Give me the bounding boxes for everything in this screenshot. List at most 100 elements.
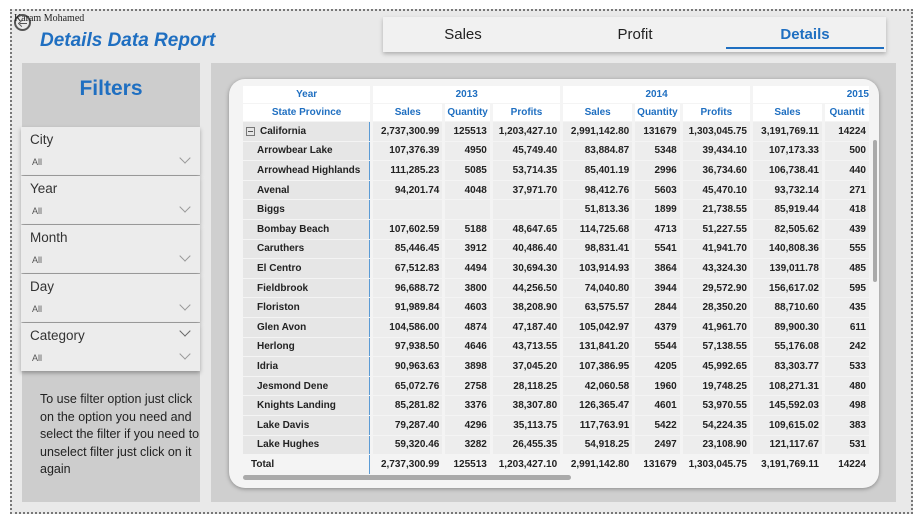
cell-value: 107,386.95: [563, 357, 633, 376]
cell-value: 3,191,769.11: [753, 122, 822, 141]
collapse-icon[interactable]: [246, 126, 255, 136]
column-header-quantity[interactable]: Quantity: [445, 104, 490, 121]
row-label[interactable]: Total: [243, 455, 371, 474]
cell-value: 37,971.70: [492, 180, 561, 200]
cell-value: 2996: [635, 161, 680, 180]
row-label[interactable]: Jesmond Dene: [243, 376, 371, 396]
cell-value: 54,918.25: [563, 435, 633, 455]
chevron-down-icon[interactable]: [179, 299, 191, 311]
slicer-label: Category: [30, 328, 85, 343]
cell-value: 21,738.55: [682, 200, 750, 219]
cell-value: 4494: [445, 259, 490, 278]
back-arrow-icon[interactable]: [14, 14, 31, 31]
horizontal-scrollbar[interactable]: [243, 475, 571, 480]
row-name: Knights Landing: [257, 400, 336, 412]
column-header-sales[interactable]: Sales: [373, 104, 443, 121]
row-label[interactable]: Lake Hughes: [243, 435, 371, 455]
row-header-state-province[interactable]: State Province: [243, 104, 371, 121]
cell-value: 103,914.93: [563, 259, 633, 278]
chevron-down-icon[interactable]: [179, 201, 191, 213]
cell-value: 19,748.25: [682, 376, 750, 396]
column-header-quantit[interactable]: Quantit: [825, 104, 869, 121]
column-header-profits[interactable]: Profits: [492, 104, 561, 121]
cell-value: 107,173.33: [753, 141, 822, 161]
column-header-quantity[interactable]: Quantity: [635, 104, 680, 121]
tab-sales[interactable]: Sales: [444, 26, 482, 43]
chevron-down-icon[interactable]: [179, 348, 191, 360]
row-label[interactable]: Arrowhead Highlands: [243, 161, 371, 180]
slicer-value[interactable]: All: [32, 353, 43, 363]
table-row: Herlong 97,938.50 4646 43,713.55 131,841.20 5…: [243, 337, 869, 357]
cell-value: 533: [825, 357, 869, 376]
cell-value: 4646: [445, 337, 490, 357]
slicer-city[interactable]: City All: [21, 127, 200, 175]
row-label[interactable]: Idria: [243, 357, 371, 376]
slicer-category[interactable]: Category All: [21, 323, 200, 371]
table-row: Knights Landing 85,281.82 3376 38,307.80 126…: [243, 396, 869, 415]
row-label[interactable]: Fieldbrook: [243, 278, 371, 298]
cell-value: 45,470.10: [682, 180, 750, 200]
cell-value: 3898: [445, 357, 490, 376]
row-name: Bombay Beach: [257, 223, 330, 235]
row-label[interactable]: California: [243, 122, 371, 141]
cell-value: 79,287.40: [373, 415, 443, 435]
cell-value: 107,602.59: [373, 219, 443, 239]
cell-value: 28,350.20: [682, 298, 750, 317]
cell-value: 5422: [635, 415, 680, 435]
chevron-down-icon[interactable]: [179, 325, 191, 337]
row-name: Herlong: [257, 341, 295, 353]
row-label[interactable]: Arrowbear Lake: [243, 141, 371, 161]
chevron-down-icon[interactable]: [179, 152, 191, 164]
slicer-day[interactable]: Day All: [21, 274, 200, 322]
cell-value: 1960: [635, 376, 680, 396]
page-title: Details Data Report: [40, 30, 216, 51]
cell-value: 3282: [445, 435, 490, 455]
slicer-month[interactable]: Month All: [21, 225, 200, 273]
cell-value: 82,505.62: [753, 219, 822, 239]
cell-value: 3376: [445, 396, 490, 415]
cell-value: 126,365.47: [563, 396, 633, 415]
row-label[interactable]: Bombay Beach: [243, 219, 371, 239]
cell-value: 74,040.80: [563, 278, 633, 298]
cell-value: 3800: [445, 278, 490, 298]
row-label[interactable]: El Centro: [243, 259, 371, 278]
row-label[interactable]: Knights Landing: [243, 396, 371, 415]
tab-details[interactable]: Details: [780, 26, 830, 43]
slicer-label: Day: [30, 279, 55, 294]
cell-value: 439: [825, 219, 869, 239]
cell-value: 121,117.67: [753, 435, 822, 455]
column-header-sales[interactable]: Sales: [753, 104, 822, 121]
vertical-scrollbar[interactable]: [873, 140, 877, 282]
row-label[interactable]: Biggs: [243, 200, 371, 219]
table-row: Bombay Beach 107,602.59 5188 48,647.65 114,7…: [243, 219, 869, 239]
cell-value: 30,694.30: [492, 259, 561, 278]
cell-value: 108,271.31: [753, 376, 822, 396]
slicer-year[interactable]: Year All: [21, 176, 200, 224]
row-name: Avenal: [257, 184, 290, 196]
cell-value: 85,446.45: [373, 239, 443, 259]
cell-value: 36,734.60: [682, 161, 750, 180]
slicer-value[interactable]: All: [32, 304, 43, 314]
slicer-value[interactable]: All: [32, 255, 43, 265]
row-label[interactable]: Herlong: [243, 337, 371, 357]
row-label[interactable]: Lake Davis: [243, 415, 371, 435]
column-header-sales[interactable]: Sales: [563, 104, 633, 121]
slicer-value[interactable]: All: [32, 206, 43, 216]
chevron-down-icon[interactable]: [179, 250, 191, 262]
cell-value: 4874: [445, 317, 490, 337]
row-label[interactable]: Avenal: [243, 180, 371, 200]
cell-value: 26,455.35: [492, 435, 561, 455]
slicer-label: Month: [30, 230, 68, 245]
column-header-profits[interactable]: Profits: [682, 104, 750, 121]
cell-value: 125513: [445, 455, 490, 474]
cell-value: 53,970.55: [682, 396, 750, 415]
cell-value: 140,808.36: [753, 239, 822, 259]
cell-value: 125513: [445, 122, 490, 141]
cell-value: 85,919.44: [753, 200, 822, 219]
row-name: Arrowhead Highlands: [257, 164, 361, 176]
row-label[interactable]: Floriston: [243, 298, 371, 317]
slicer-value[interactable]: All: [32, 157, 43, 167]
row-label[interactable]: Glen Avon: [243, 317, 371, 337]
tab-profit[interactable]: Profit: [617, 26, 653, 43]
row-label[interactable]: Caruthers: [243, 239, 371, 259]
